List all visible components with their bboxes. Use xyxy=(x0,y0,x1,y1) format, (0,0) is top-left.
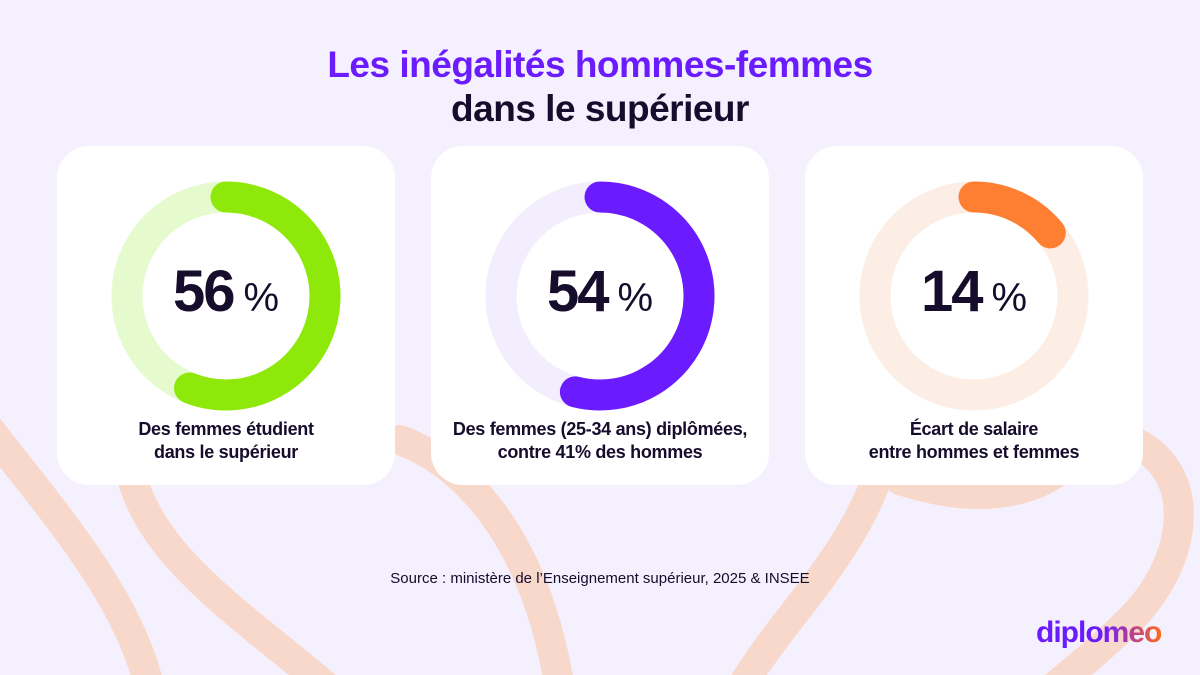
title-line-2: dans le supérieur xyxy=(451,88,749,129)
donut-value-arc xyxy=(958,181,1066,249)
stat-card-students: 56% Des femmes étudient dans le supérieur xyxy=(57,146,395,485)
stat-value: 56% xyxy=(57,258,395,325)
caption-line: entre hommes et femmes xyxy=(868,442,1080,462)
value-unit: % xyxy=(991,276,1028,320)
title-line-1: Les inégalités hommes-femmes xyxy=(327,44,873,85)
value-number: 14 xyxy=(920,259,983,324)
caption-line: Écart de salaire xyxy=(909,419,1039,439)
stat-card-salary-gap: 14% Écart de salaire entre hommes et femm… xyxy=(805,146,1143,485)
stat-caption: Des femmes (25-34 ans) diplômées, contre … xyxy=(431,418,769,464)
value-number: 56 xyxy=(172,259,235,324)
donut-chart xyxy=(111,181,341,411)
diplomeo-logo: diplomeo xyxy=(1036,616,1162,649)
donut-chart xyxy=(485,181,715,411)
stat-value: 54% xyxy=(431,258,769,325)
value-number: 54 xyxy=(546,259,609,324)
source-note: Source : ministère de l’Enseignement sup… xyxy=(390,570,810,587)
stat-caption: Des femmes étudient dans le supérieur xyxy=(57,418,395,464)
value-unit: % xyxy=(617,276,654,320)
caption-line: Des femmes étudient xyxy=(138,419,314,439)
donut-chart xyxy=(859,181,1089,411)
donut-value-arc xyxy=(559,181,715,411)
caption-line: dans le supérieur xyxy=(154,442,298,462)
stat-caption: Écart de salaire entre hommes et femmes xyxy=(805,418,1143,464)
caption-line: Des femmes (25-34 ans) diplômées, xyxy=(452,419,748,439)
caption-line: contre 41% des hommes xyxy=(497,442,703,462)
stat-card-graduates: 54% Des femmes (25-34 ans) diplômées, con… xyxy=(431,146,769,485)
stat-value: 14% xyxy=(805,258,1143,325)
value-unit: % xyxy=(243,276,280,320)
donut-value-arc xyxy=(174,181,341,411)
